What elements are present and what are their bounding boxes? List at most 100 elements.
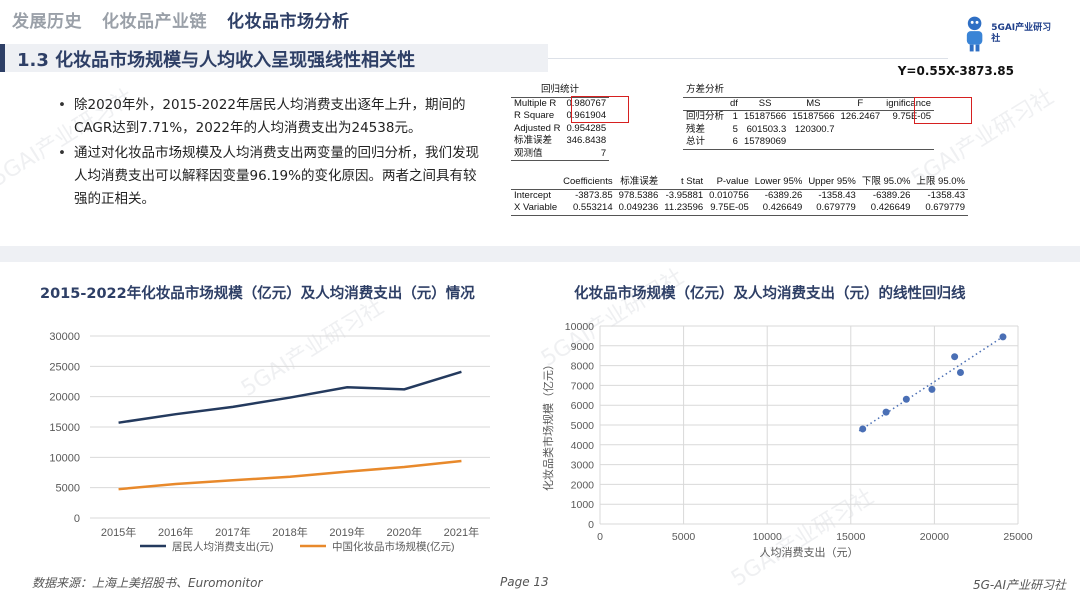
bullet-item: 通过对化妆品市场规模及人均消费支出两变量的回归分析，我们发现人均消费支出可以解释… (58, 142, 486, 211)
footer-brand: 5G-AI产业研习社 (972, 578, 1066, 592)
brand-logo: 5GAI产业研习社 (962, 12, 1058, 56)
scatter-chart: 0 1000 2000 3000 4000 5000 6000 7000 8000 9000 100… (541, 321, 1033, 559)
bullet-item: 除2020年外，2015-2022年居民人均消费支出逐年上升，期间的CAGR达到… (58, 94, 486, 140)
x-tick-label: 25000 (1003, 531, 1032, 543)
left-chart-title: 2015-2022年化妆品市场规模（亿元）及人均消费支出（元）情况 (40, 286, 475, 302)
stat-value: 0.961904 (566, 110, 607, 121)
stat-value: 7 (563, 147, 610, 161)
section-title-bar: 1.3 化妆品市场规模与人均收入呈现强线性相关性 (0, 44, 548, 72)
nav-item-industry-chain[interactable]: 化妆品产业链 (102, 11, 207, 32)
column-header: df (727, 97, 741, 111)
y-tick-label: 4000 (571, 440, 595, 452)
y-tick-label: 6000 (571, 400, 595, 412)
highlight-box (571, 96, 629, 123)
coefficients-table: Coefficients 标准误差 t Stat P-value Lower 9… (511, 176, 968, 216)
y-tick-label: 10000 (565, 321, 594, 333)
legend-label: 中国化妆品市场规模(亿元) (332, 540, 455, 553)
column-header: Coefficients (560, 176, 616, 190)
table-row: Coefficients 标准误差 t Stat P-value Lower 9… (511, 176, 968, 190)
highlight-box (914, 97, 972, 124)
column-header: 标准误差 (615, 176, 662, 190)
column-header: Upper 95% (805, 176, 859, 190)
series-line (118, 370, 462, 424)
scatter-point (859, 425, 867, 433)
y-tick-label: 1000 (571, 499, 595, 511)
y-tick-label: 2000 (571, 479, 595, 491)
table-row: 观测值 7 (511, 147, 610, 161)
scatter-point (882, 408, 890, 416)
table-row: Adjusted R 0.954285 (511, 123, 609, 136)
page-number: Page 13 (500, 575, 549, 589)
line-chart: 0 5000 10000 15000 20000 25000 30000 2015年 2016年… (49, 331, 490, 553)
x-tick-label: 2020年 (387, 525, 422, 539)
column-header: P-value (706, 176, 752, 190)
y-tick-label: 0 (588, 519, 594, 531)
bullet-list: 除2020年外，2015-2022年居民人均消费支出逐年上升，期间的CAGR达到… (58, 94, 486, 213)
x-tick-label: 2021年 (444, 525, 479, 539)
right-chart-title: 化妆品市场规模（亿元）及人均消费支出（元）的线性回归线 (574, 286, 966, 302)
stat-label: Multiple R (514, 97, 557, 109)
y-tick-label: 8000 (571, 361, 595, 373)
scatter-point (951, 353, 959, 361)
y-tick-label: 20000 (49, 392, 80, 404)
x-tick-label: 5000 (672, 531, 696, 543)
nav-item-market-analysis[interactable]: 化妆品市场分析 (227, 11, 350, 32)
column-header: SS (740, 97, 790, 111)
scatter-point (956, 369, 964, 377)
y-tick-label: 7000 (571, 380, 595, 392)
table-row: R Square 0.961904 (511, 110, 609, 123)
x-tick-label: 20000 (920, 531, 949, 543)
scatter-point (999, 333, 1007, 341)
scatter-point (928, 385, 936, 393)
top-nav: 发展历史 化妆品产业链 化妆品市场分析 (12, 6, 350, 32)
nav-item-history[interactable]: 发展历史 (12, 11, 82, 32)
section-title: 1.3 化妆品市场规模与人均收入呈现强线性相关性 (17, 50, 416, 71)
legend-label: 居民人均消费支出(元) (172, 540, 274, 553)
source-note: 数据来源：上海上美招股书、Euromonitor (32, 576, 263, 590)
x-tick-label: 0 (597, 531, 603, 543)
y-tick-label: 0 (74, 513, 80, 525)
separator-band (0, 246, 1080, 262)
stat-label: 标准误差 (514, 135, 553, 146)
column-header: ignificance (883, 97, 935, 111)
column-header: F (837, 97, 884, 111)
y-tick-label: 10000 (49, 452, 80, 464)
stat-label: R Square (514, 110, 555, 121)
table-header: 方差分析 (683, 84, 728, 98)
logo-text: 5GAI产业研习社 (991, 23, 1052, 44)
x-tick-label: 2017年 (215, 525, 250, 539)
table-row: 残差 5 601503.3 120300.7 (686, 123, 835, 135)
table-row: 回归分析 1 15187566 15187566 126.2467 9.75E-05 (686, 111, 932, 122)
y-tick-label: 15000 (49, 422, 80, 434)
table-row: df SS MS F ignificance (683, 97, 935, 111)
column-header: Lower 95% (751, 176, 806, 190)
trendline (858, 334, 1006, 432)
y-tick-label: 5000 (571, 420, 595, 432)
table-row: 总计 6 15789069 (683, 136, 935, 150)
regression-equation: Y=0.55X-3873.85 (897, 64, 1014, 78)
x-tick-label: 2019年 (329, 525, 364, 539)
table-header: 回归统计 (511, 84, 610, 98)
y-tick-label: 9000 (571, 341, 595, 353)
stat-value: 0.954285 (566, 122, 607, 134)
y-tick-label: 25000 (49, 361, 80, 373)
divider (548, 58, 948, 59)
y-axis-label: 化妆品类市场规模（亿元） (541, 359, 555, 491)
regression-stats-table: 回归统计 Multiple R 0.980767 R Square 0.961904… (511, 84, 610, 161)
scatter-point (902, 395, 910, 403)
y-tick-label: 3000 (571, 460, 595, 472)
table-row: 标准误差 346.8438 (511, 135, 609, 148)
series-line (118, 459, 462, 491)
column-header: 上限 95.0% (913, 176, 968, 190)
x-axis-label: 人均消费支出（元） (760, 545, 859, 559)
x-tick-label: 2018年 (272, 525, 307, 539)
stat-value: 0.980767 (566, 97, 607, 109)
column-header: t Stat (661, 176, 707, 190)
column-header: 下限 95.0% (858, 176, 914, 190)
stat-label: Adjusted R (514, 122, 561, 134)
robot-logo-icon (966, 16, 983, 52)
x-tick-label: 15000 (836, 531, 865, 543)
stat-value: 346.8438 (566, 135, 607, 146)
x-tick-label: 10000 (753, 531, 782, 543)
column-header: MS (789, 97, 838, 111)
